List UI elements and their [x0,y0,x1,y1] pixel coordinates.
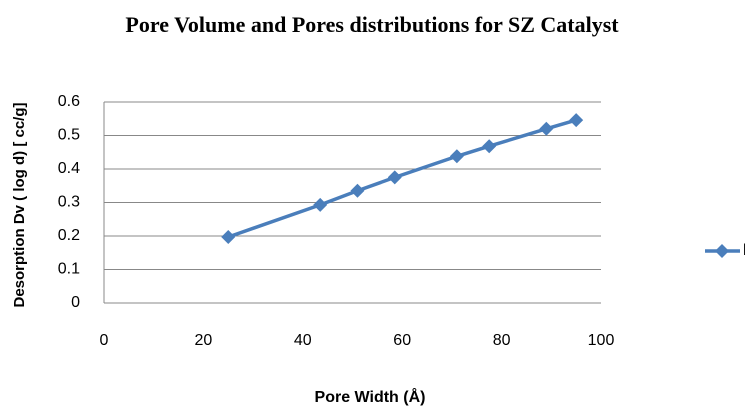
y-tick-label: 0.3 [58,194,80,211]
x-tick-label: 80 [493,332,511,349]
legend-marker [715,244,729,258]
y-tick-label: 0.1 [58,261,80,278]
x-tick-label: 40 [294,332,312,349]
legend-label: log B [743,242,745,259]
y-axis-label: Desorption Dv ( log d) [ cc/g] [11,102,28,307]
y-tick-label: 0.5 [58,127,80,144]
data-point [449,149,464,164]
data-point [539,121,554,136]
data-point [350,183,365,198]
x-tick-label: 20 [195,332,213,349]
data-point [387,170,402,185]
y-tick-label: 0.4 [58,160,80,177]
data-point [313,197,328,212]
y-tick-label: 0.6 [58,93,80,110]
x-tick-label: 0 [100,332,109,349]
data-point [221,230,236,245]
y-tick-label: 0 [71,294,80,311]
y-tick-label: 0.2 [58,227,80,244]
chart-title: Pore Volume and Pores distributions for … [125,12,619,37]
data-point [482,139,497,154]
x-axis-label: Pore Width (Å) [315,387,426,406]
x-tick-label: 60 [393,332,411,349]
series-line [227,118,577,239]
data-point [569,113,584,128]
x-tick-label: 100 [588,332,615,349]
